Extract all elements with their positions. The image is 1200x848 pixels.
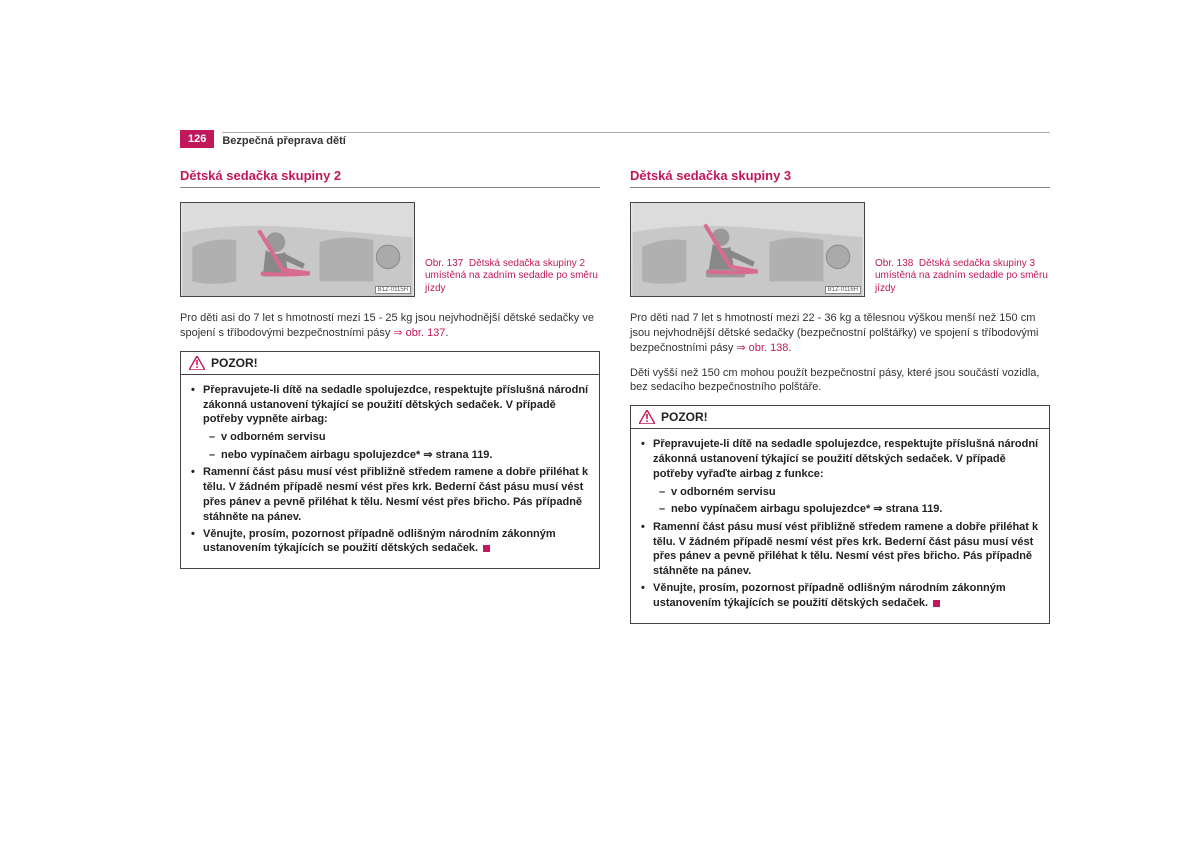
para2-right: Děti vyšší než 150 cm mohou použít bezpe… [630,366,1050,396]
warning-item: Věnujte, prosím, pozornost případně odli… [641,581,1039,611]
figure-code-right: B1Z-0116H [825,286,861,294]
page-title: Bezpečná přeprava dětí [222,132,1050,147]
warning-item: Přepravujete-li dítě na sedadle spolujez… [191,383,589,428]
warning-header-left: POZOR! [181,352,599,375]
intro-part2: . [445,327,448,339]
page-content: 126 Bezpečná přeprava dětí Dětská sedačk… [180,130,1050,624]
intro-text-right: Pro děti nad 7 let s hmotností mezi 22 -… [630,311,1050,356]
warning-title-right: POZOR! [661,410,708,424]
end-marker-icon [933,600,940,607]
end-marker-icon [483,545,490,552]
warning-box-right: POZOR! Přepravujete-li dítě na sedadle s… [630,405,1050,624]
warning-body-right: Přepravujete-li dítě na sedadle spolujez… [631,429,1049,623]
warning-header-right: POZOR! [631,406,1049,429]
columns: Dětská sedačka skupiny 2 [180,168,1050,624]
figure-image-right: B1Z-0116H [630,202,865,297]
right-column: Dětská sedačka skupiny 3 [630,168,1050,624]
warning-subitem: nebo vypínačem airbagu spolujezdce* ⇒ st… [191,447,589,464]
intro-ref-r: ⇒ obr. 138 [736,342,788,354]
intro-part1-r: Pro děti nad 7 let s hmotností mezi 22 -… [630,312,1038,354]
warning-title-left: POZOR! [211,356,258,370]
figure-caption-left: Obr. 137 Dětská sedačka skupiny 2 umístě… [425,258,600,298]
warning-item: Věnujte, prosím, pozornost případně odli… [191,527,589,557]
warning-body-left: Přepravujete-li dítě na sedadle spolujez… [181,375,599,569]
warning-item: Přepravujete-li dítě na sedadle spolujez… [641,437,1039,482]
warning-subitem: nebo vypínačem airbagu spolujezdce* ⇒ st… [641,501,1039,518]
warning-icon [189,356,205,370]
figure-row-left: B1Z-0115H Obr. 137 Dětská sedačka skupin… [180,202,600,297]
warning-item: Ramenní část pásu musí vést přibližně st… [641,520,1039,579]
intro-ref: ⇒ obr. 137 [393,327,445,339]
warning-icon [639,410,655,424]
intro-text-left: Pro děti asi do 7 let s hmotností mezi 1… [180,311,600,341]
warning-item: Ramenní část pásu musí vést přibližně st… [191,465,589,524]
intro-part2-r: . [788,342,791,354]
left-column: Dětská sedačka skupiny 2 [180,168,600,624]
intro-part1: Pro děti asi do 7 let s hmotností mezi 1… [180,312,594,339]
figure-caption-prefix: Obr. 137 [425,258,463,269]
figure-caption-prefix: Obr. 138 [875,258,913,269]
figure-code-left: B1Z-0115H [375,286,411,294]
page-number: 126 [180,130,214,148]
section-title-left: Dětská sedačka skupiny 2 [180,168,600,188]
warning-box-left: POZOR! Přepravujete-li dítě na sedadle s… [180,351,600,570]
page-header: 126 Bezpečná přeprava dětí [180,130,1050,148]
warning-subitem: v odborném servisu [641,484,1039,501]
section-title-right: Dětská sedačka skupiny 3 [630,168,1050,188]
figure-image-left: B1Z-0115H [180,202,415,297]
warning-subitem: v odborném servisu [191,429,589,446]
figure-row-right: B1Z-0116H Obr. 138 Dětská sedačka skupin… [630,202,1050,297]
figure-caption-right: Obr. 138 Dětská sedačka skupiny 3 umístě… [875,258,1050,298]
